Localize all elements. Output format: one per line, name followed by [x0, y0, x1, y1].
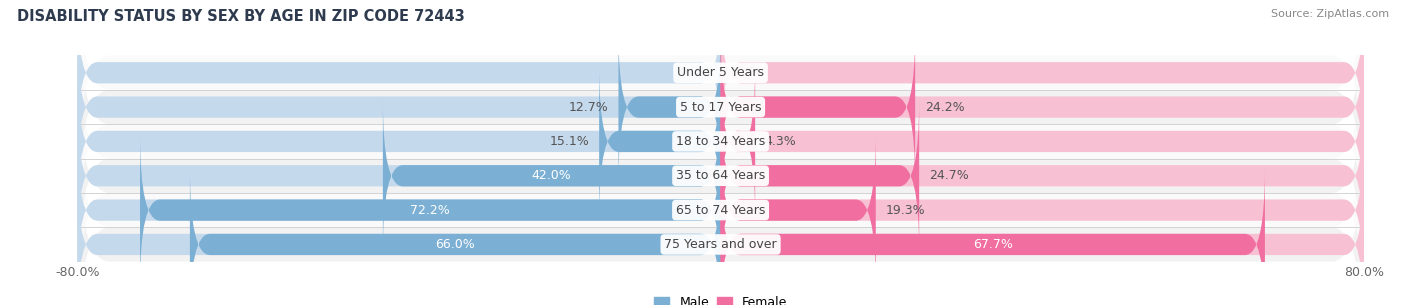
FancyBboxPatch shape [721, 66, 1364, 217]
Text: Source: ZipAtlas.com: Source: ZipAtlas.com [1271, 9, 1389, 19]
FancyBboxPatch shape [382, 101, 721, 251]
FancyBboxPatch shape [77, 124, 1364, 305]
FancyBboxPatch shape [721, 32, 915, 182]
FancyBboxPatch shape [190, 169, 721, 305]
FancyBboxPatch shape [77, 0, 1364, 227]
Text: 0.0%: 0.0% [679, 66, 711, 79]
Text: 4.3%: 4.3% [765, 135, 797, 148]
Text: 72.2%: 72.2% [411, 204, 450, 217]
FancyBboxPatch shape [77, 135, 721, 285]
Text: DISABILITY STATUS BY SEX BY AGE IN ZIP CODE 72443: DISABILITY STATUS BY SEX BY AGE IN ZIP C… [17, 9, 464, 24]
Text: 24.2%: 24.2% [925, 101, 965, 113]
Text: 67.7%: 67.7% [973, 238, 1012, 251]
FancyBboxPatch shape [77, 101, 721, 251]
FancyBboxPatch shape [721, 0, 1364, 148]
FancyBboxPatch shape [77, 32, 721, 182]
FancyBboxPatch shape [599, 66, 721, 217]
FancyBboxPatch shape [721, 135, 876, 285]
Text: 42.0%: 42.0% [531, 169, 572, 182]
Text: 12.7%: 12.7% [569, 101, 609, 113]
FancyBboxPatch shape [721, 101, 1364, 251]
FancyBboxPatch shape [77, 0, 1364, 193]
Text: 65 to 74 Years: 65 to 74 Years [676, 204, 765, 217]
FancyBboxPatch shape [721, 32, 1364, 182]
Text: 19.3%: 19.3% [886, 204, 925, 217]
FancyBboxPatch shape [77, 0, 721, 148]
Text: 35 to 64 Years: 35 to 64 Years [676, 169, 765, 182]
Text: 66.0%: 66.0% [436, 238, 475, 251]
FancyBboxPatch shape [721, 135, 1364, 285]
Text: 18 to 34 Years: 18 to 34 Years [676, 135, 765, 148]
FancyBboxPatch shape [721, 169, 1364, 305]
FancyBboxPatch shape [721, 169, 1265, 305]
FancyBboxPatch shape [77, 21, 1364, 262]
FancyBboxPatch shape [141, 135, 721, 285]
Text: 15.1%: 15.1% [550, 135, 589, 148]
FancyBboxPatch shape [77, 66, 721, 217]
Text: Under 5 Years: Under 5 Years [678, 66, 763, 79]
FancyBboxPatch shape [77, 90, 1364, 305]
FancyBboxPatch shape [77, 56, 1364, 296]
FancyBboxPatch shape [721, 101, 920, 251]
Text: 0.0%: 0.0% [730, 66, 762, 79]
FancyBboxPatch shape [619, 32, 721, 182]
Text: 75 Years and over: 75 Years and over [664, 238, 778, 251]
FancyBboxPatch shape [77, 169, 721, 305]
FancyBboxPatch shape [721, 66, 755, 217]
Text: 24.7%: 24.7% [929, 169, 969, 182]
Text: 5 to 17 Years: 5 to 17 Years [681, 101, 761, 113]
Legend: Male, Female: Male, Female [650, 291, 792, 305]
